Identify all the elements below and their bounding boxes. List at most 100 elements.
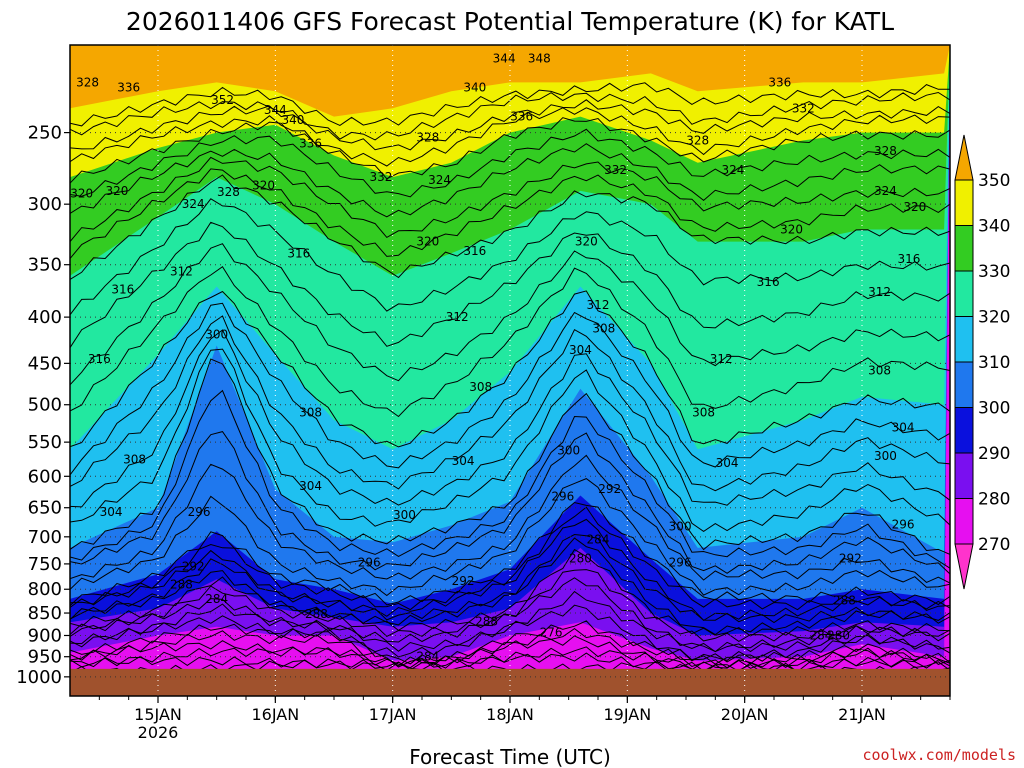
isentrope-line	[70, 454, 950, 584]
isentrope-line	[70, 168, 950, 259]
y-tick-label: 850	[28, 603, 62, 624]
contour-label: 320	[416, 235, 439, 249]
y-tick-label: 700	[28, 527, 62, 548]
contour-label: 308	[692, 405, 715, 419]
chart-title: 2026011406 GFS Forecast Potential Temper…	[126, 7, 894, 36]
x-tick-label: 15JAN	[134, 705, 182, 724]
contour-label: 296	[892, 517, 915, 531]
isentrope-line	[70, 329, 950, 508]
isentrope-line	[70, 431, 950, 575]
colorbar-tick-label: 310	[978, 353, 1010, 373]
colorbar-swatch	[954, 270, 974, 317]
isentrope-line	[70, 518, 950, 622]
contour-label: 312	[446, 310, 469, 324]
colorbar-swatch	[954, 316, 974, 363]
contour-label: 308	[469, 380, 492, 394]
contour-label: 328	[686, 133, 709, 147]
contour-label: 316	[463, 244, 486, 258]
contour-label: 316	[287, 246, 310, 260]
x-tick-label: 21JAN	[838, 705, 886, 724]
ground-surface	[70, 668, 950, 696]
isentrope-line	[70, 501, 950, 606]
contour-label: 320	[252, 178, 275, 192]
contour-label: 328	[874, 144, 897, 158]
contour-label: 316	[757, 275, 780, 289]
contour-label: 308	[868, 363, 891, 377]
contour-label: 344	[493, 52, 516, 66]
contour-label: 336	[510, 110, 533, 124]
contour-label: 276	[540, 625, 563, 639]
isentrope-line	[70, 604, 950, 662]
contour-label: 328	[76, 75, 99, 89]
contour-label: 340	[463, 81, 486, 95]
isentrope-line	[70, 198, 950, 316]
contour-label: 336	[299, 136, 322, 150]
contour-label: 320	[780, 223, 803, 237]
contour-label: 332	[369, 170, 392, 184]
isentrope-line	[70, 478, 950, 597]
colorbar-tick-label: 320	[978, 308, 1010, 328]
contour-label: 320	[575, 235, 598, 249]
contour-label: 288	[833, 593, 856, 607]
isentrope-line	[70, 590, 950, 653]
y-tick-label: 300	[28, 194, 62, 215]
contour-label: 284	[809, 628, 832, 642]
colorbar-bottom-arrow	[954, 543, 974, 590]
y-tick-label: 500	[28, 395, 62, 416]
y-tick-label: 600	[28, 466, 62, 487]
isentrope-line	[70, 156, 950, 243]
isentrope-line	[70, 143, 950, 218]
y-tick-label: 400	[28, 307, 62, 328]
contour-label: 320	[70, 187, 93, 201]
contour-label: 312	[587, 298, 610, 312]
contour-label: 332	[792, 101, 815, 115]
contour-label: 308	[123, 453, 146, 467]
contour-label: 284	[205, 592, 228, 606]
isentrope-line	[70, 348, 950, 533]
contour-label: 292	[182, 560, 205, 574]
y-tick-label: 250	[28, 123, 62, 144]
x-tick-label: 17JAN	[369, 705, 417, 724]
contour-label: 312	[170, 264, 193, 278]
isentrope-line	[70, 290, 950, 448]
contour-label: 324	[182, 197, 205, 211]
contour-label: 296	[551, 490, 574, 504]
colorbar-swatch	[954, 498, 974, 545]
colorbar-tick-label: 330	[978, 262, 1010, 282]
isentrope-line	[70, 99, 950, 151]
contour-label: 304	[452, 454, 475, 468]
contour-label: 296	[358, 555, 381, 569]
contour-label: 300	[874, 449, 897, 463]
x-tick-sublabel: 2026	[138, 723, 179, 742]
contour-fill-bands	[70, 45, 950, 696]
isentrope-line	[70, 82, 950, 127]
y-tick-label: 450	[28, 353, 62, 374]
colorbar: 350 340 330 320 310 300 290 280 270	[954, 134, 1010, 590]
contour-label: 288	[475, 615, 498, 629]
isentrope-line	[70, 635, 950, 671]
contour-label: 304	[299, 479, 322, 493]
contour-label: 312	[868, 285, 891, 299]
x-tick-label: 20JAN	[721, 705, 769, 724]
grid-lines	[70, 45, 950, 696]
contour-label: 324	[721, 163, 744, 177]
colorbar-swatch	[954, 179, 974, 226]
isentrope-line	[70, 620, 950, 665]
contour-label: 292	[598, 482, 621, 496]
contour-label: 316	[111, 283, 134, 297]
isentrope-line	[70, 302, 950, 476]
contour-label: 332	[604, 163, 627, 177]
contour-label: 304	[716, 456, 739, 470]
colorbar-tick-label: 340	[978, 217, 1010, 237]
contour-label: 280	[569, 552, 592, 566]
contour-label: 316	[88, 352, 111, 366]
contour-label: 296	[188, 505, 211, 519]
y-tick-label: 900	[28, 625, 62, 646]
x-axis-title: Forecast Time (UTC)	[409, 745, 611, 768]
isentrope-line	[70, 627, 950, 667]
contour-label: 300	[393, 508, 416, 522]
colorbar-tick-label: 300	[978, 399, 1010, 419]
